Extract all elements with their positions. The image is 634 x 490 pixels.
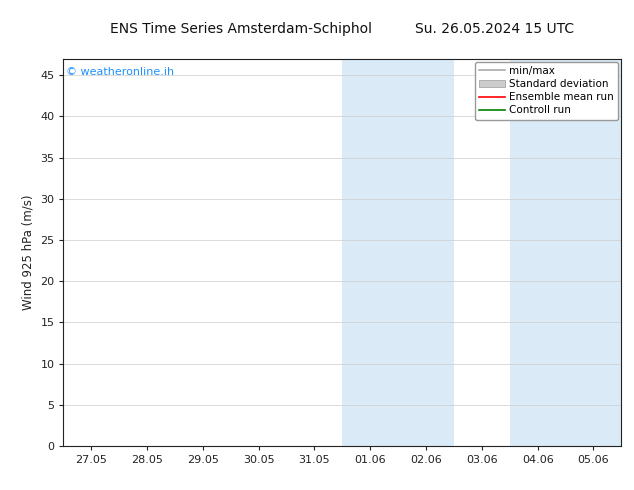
Text: © weatheronline.ih: © weatheronline.ih: [66, 67, 174, 76]
Bar: [510, 59, 621, 446]
Legend: min/max, Standard deviation, Ensemble mean run, Controll run: min/max, Standard deviation, Ensemble me…: [475, 62, 618, 120]
Y-axis label: Wind 925 hPa (m/s): Wind 925 hPa (m/s): [22, 195, 35, 310]
Text: Su. 26.05.2024 15 UTC: Su. 26.05.2024 15 UTC: [415, 22, 574, 36]
Text: ENS Time Series Amsterdam-Schiphol: ENS Time Series Amsterdam-Schiphol: [110, 22, 372, 36]
Bar: [342, 59, 454, 446]
